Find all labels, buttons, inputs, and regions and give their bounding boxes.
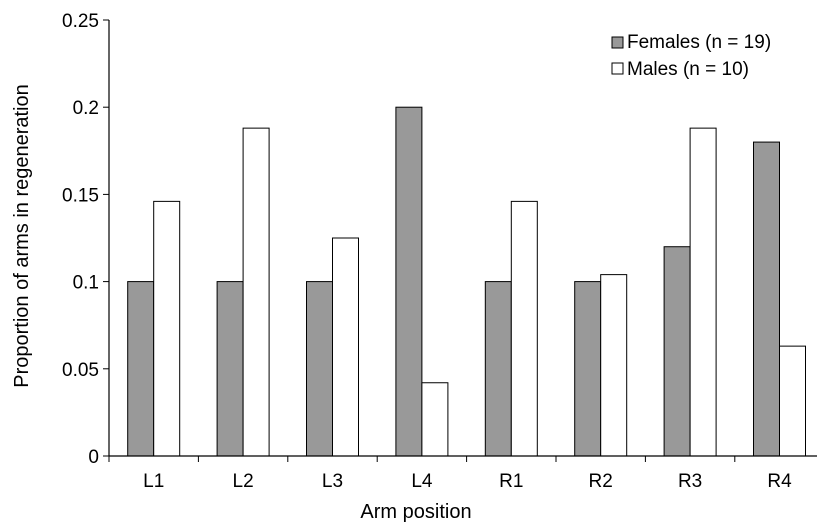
bar-males [153,200,181,457]
bar-females [574,281,602,457]
y-tick-label: 0.25 [62,11,99,32]
y-axis-ticks: 0 0.05 0.1 0.15 0.2 0.25 [62,11,109,468]
y-axis-title: Proportion of arms in regeneration [11,84,33,388]
bar-females [484,281,512,457]
bar-females [753,141,780,457]
x-axis-ticks: L1 L2 L3 L4 R1 R2 R3 R4 [108,456,792,492]
y-tick-label: 0.1 [73,273,99,294]
bar-females [127,281,155,457]
x-tick-label: L3 [322,471,343,492]
bar-females [216,281,244,457]
x-tick-label: R4 [767,471,792,492]
legend: Females (n = 19) Males (n = 10) [611,32,771,80]
bar-males [779,345,806,457]
legend-label-females: Females (n = 19) [627,32,771,53]
bar-females [306,281,333,457]
legend-swatch-males [611,62,624,75]
x-tick-label: R2 [589,471,613,492]
bar-males [332,237,359,457]
x-tick-label: R1 [499,471,523,492]
axes [108,20,817,457]
legend-label-males: Males (n = 10) [627,59,749,80]
bar-males [242,127,270,457]
bar-females [395,106,423,457]
y-tick-label: 0.05 [62,360,99,381]
bar-males [510,200,538,457]
x-tick-label: R3 [678,471,702,492]
x-tick-label: L2 [233,471,254,492]
x-tick-label: L4 [411,471,433,492]
bar-males [421,382,449,457]
y-tick-label: 0.2 [73,98,99,119]
legend-swatch-females [611,36,624,49]
y-tick-label: 0 [88,447,99,468]
bar-males [600,274,628,457]
bars [127,106,806,457]
x-axis-title: Arm position [360,501,471,523]
bar-males [689,127,717,457]
x-tick-label: L1 [143,471,164,492]
bar-females [663,246,691,457]
y-tick-label: 0.15 [62,185,99,206]
